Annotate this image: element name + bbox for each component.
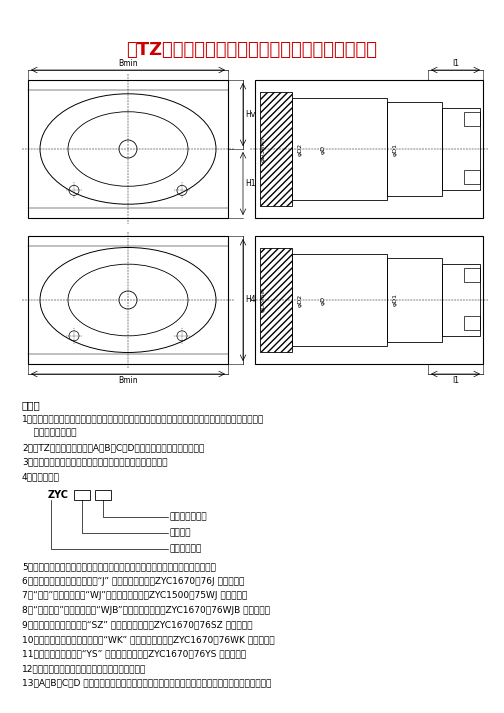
Text: φD3min: φD3min xyxy=(261,287,266,312)
Text: 3、规格定义：按照轧辊油膜轴承主要件锥套的外径而定义。: 3、规格定义：按照轧辊油膜轴承主要件锥套的外径而定义。 xyxy=(22,458,167,466)
Text: 外的全部零部件。: 外的全部零部件。 xyxy=(22,429,77,438)
Text: φD1: φD1 xyxy=(393,143,398,155)
Text: 锥套直径: 锥套直径 xyxy=(170,528,192,537)
Text: φD1: φD1 xyxy=(393,294,398,307)
Text: 5、与轧辊油膜轴承相关的支承辊、轴承坐其它未标注尺寸基本设计完成后提供。: 5、与轧辊油膜轴承相关的支承辊、轴承坐其它未标注尺寸基本设计完成后提供。 xyxy=(22,563,216,572)
Text: H4: H4 xyxy=(245,295,256,304)
Text: 1、一套轧辊油膜轴承：系指装于一根支承辊（或轧辊）上的全部油膜轴承组件，即除支承辊、轴承坐: 1、一套轧辊油膜轴承：系指装于一根支承辊（或轧辊）上的全部油膜轴承组件，即除支承… xyxy=(22,414,264,423)
Bar xyxy=(292,254,387,346)
Text: Bmin: Bmin xyxy=(118,59,138,68)
Text: 轧辊油膜轴承: 轧辊油膜轴承 xyxy=(170,544,202,553)
Text: 13、A、B、C、D 系列中为典型结构图，并非固定形式，具体结构形式可根据用户要求进行设计。: 13、A、B、C、D 系列中为典型结构图，并非固定形式，具体结构形式可根据用户要… xyxy=(22,679,271,687)
Text: 6、静一动压油膜轴承结构，由“J” 表示。标注示例：ZYC1670－76J 油膜轴承。: 6、静一动压油膜轴承结构，由“J” 表示。标注示例：ZYC1670－76J 油膜… xyxy=(22,577,244,586)
Text: φD2: φD2 xyxy=(297,143,302,155)
Bar xyxy=(464,268,480,282)
Bar xyxy=(464,112,480,126)
Bar xyxy=(292,98,387,200)
Text: φD: φD xyxy=(321,145,326,153)
Text: φD3min: φD3min xyxy=(261,136,266,162)
Text: 12、非标准系列油膜轴承尺寸根据用户要求确定。: 12、非标准系列油膜轴承尺寸根据用户要求确定。 xyxy=(22,664,146,673)
Text: l1: l1 xyxy=(452,59,459,68)
Text: 8、“无键薄壁”轴承结构，由“WJB”表示。标注示例：ZYC1670－76WJB 油膜轴承。: 8、“无键薄壁”轴承结构，由“WJB”表示。标注示例：ZYC1670－76WJB… xyxy=(22,606,270,615)
Text: 7、“无键”轴承结构，由“WJ”表示。标注示例：ZYC1500－75WJ 油膜轴承。: 7、“无键”轴承结构，由“WJ”表示。标注示例：ZYC1500－75WJ 油膜轴… xyxy=(22,592,247,600)
Bar xyxy=(260,248,292,352)
Bar xyxy=(387,258,442,342)
Text: 2、「TZ」轧辊油膜轴承分A、B、C、D四个系列，尺寸代号按上图。: 2、「TZ」轧辊油膜轴承分A、B、C、D四个系列，尺寸代号按上图。 xyxy=(22,443,204,452)
Text: H1: H1 xyxy=(245,179,256,188)
Text: 10、轴承运行温度监控装置，由“WK” 表示。标注示例：ZYC1670－76WK 油膜轴承。: 10、轴承运行温度监控装置，由“WK” 表示。标注示例：ZYC1670－76WK… xyxy=(22,635,275,644)
Bar xyxy=(387,102,442,196)
Text: ZYC: ZYC xyxy=(48,491,69,501)
Text: φD2: φD2 xyxy=(297,294,302,307)
Bar xyxy=(442,264,480,336)
Bar xyxy=(28,80,228,218)
Text: 9、双止推全对移结构，由“SZ” 表示。标注示例：ZYC1670－76SZ 油膜轴承。: 9、双止推全对移结构，由“SZ” 表示。标注示例：ZYC1670－76SZ 油膜… xyxy=(22,620,253,630)
Text: l1: l1 xyxy=(452,376,459,385)
Text: 轴承长径比系列: 轴承长径比系列 xyxy=(170,512,208,521)
Text: 说明：: 说明： xyxy=(22,400,41,410)
Bar xyxy=(442,108,480,190)
Text: 11、液压锁紧结构，由“YS” 表示。标注示例：ZYC1670－76YS 油膜轴承。: 11、液压锁紧结构，由“YS” 表示。标注示例：ZYC1670－76YS 油膜轴… xyxy=(22,650,246,659)
Text: Hv: Hv xyxy=(245,110,255,119)
Bar xyxy=(255,236,483,364)
Bar xyxy=(95,490,111,500)
Text: 4、型号说明：: 4、型号说明： xyxy=(22,472,60,481)
Bar xyxy=(464,170,480,184)
Bar xyxy=(255,80,483,218)
Bar xyxy=(74,490,90,500)
Bar xyxy=(28,236,228,364)
Text: Bmin: Bmin xyxy=(118,376,138,385)
Bar xyxy=(464,316,480,330)
Text: φD: φD xyxy=(321,295,326,304)
Bar xyxy=(260,92,292,206)
Text: 「TZ」轧辊油膜轴承支承辊、轴承坐相关尺寸标注: 「TZ」轧辊油膜轴承支承辊、轴承坐相关尺寸标注 xyxy=(127,41,377,59)
